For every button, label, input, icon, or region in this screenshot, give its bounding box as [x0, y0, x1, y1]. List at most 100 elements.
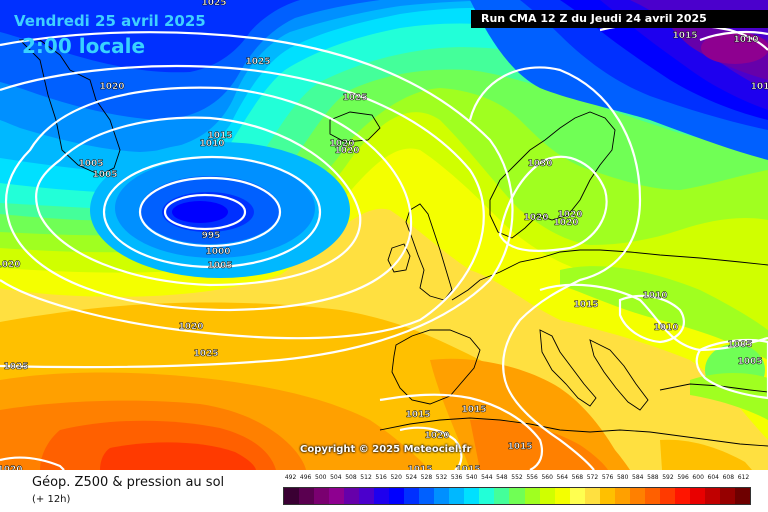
isobar-1020-south [0, 456, 65, 470]
isobar-label: 1025 [3, 362, 28, 372]
scale-swatch [479, 488, 495, 504]
scale-value: 560 [541, 474, 553, 481]
scale-value: 612 [737, 474, 750, 481]
isobar-1025 [0, 31, 514, 369]
ireland-coast [387, 243, 411, 273]
scale-swatch [374, 488, 390, 504]
scale-value: 528 [420, 474, 433, 481]
isobar-labels: 1025102510251020101510101005100510201020… [0, 0, 768, 470]
scale-swatch [674, 488, 690, 504]
isobar-1015-med [379, 393, 544, 470]
scale-swatch [569, 488, 585, 504]
isobar-label: 1015 [507, 442, 532, 452]
scale-value: 568 [571, 474, 584, 481]
field-band [0, 0, 300, 73]
scale-swatch [644, 488, 660, 504]
italy-coast [539, 329, 597, 407]
scale-swatch [389, 488, 405, 504]
isobar-1015 [5, 86, 413, 312]
scale-value: 584 [632, 474, 644, 481]
scale-swatch [554, 488, 570, 504]
isobar-label: 995 [202, 231, 221, 241]
isobar-label: 1015 [461, 405, 486, 415]
isobar-1020 [0, 64, 485, 340]
scale-value: 572 [586, 474, 599, 481]
scale-value: 580 [616, 474, 629, 481]
isobar-1020-med [399, 426, 463, 470]
scale-value: 512 [360, 474, 372, 481]
scale-value: 552 [511, 474, 523, 481]
isobar-label: 1010 [733, 35, 758, 45]
isobar-label: 1010 [642, 291, 667, 301]
scale-swatch [464, 488, 480, 504]
scandinavia-coast [489, 111, 616, 239]
isobar-label: 1005 [207, 261, 232, 271]
isobar-label: 1015 [407, 465, 432, 470]
isobar-1020-east [468, 66, 642, 470]
isobar-label: 1025 [193, 349, 218, 359]
isobar-label: 1005 [78, 159, 103, 169]
scale-swatch [299, 488, 315, 504]
africa-coast [379, 417, 768, 447]
scale-value: 588 [647, 474, 659, 481]
isobar-1010-east [618, 294, 685, 344]
scale-value: 604 [707, 474, 719, 481]
scale-value: 496 [299, 474, 312, 481]
field-band [660, 439, 752, 470]
scale-swatch [524, 488, 540, 504]
coastlines [18, 39, 768, 447]
scale-swatch [614, 488, 630, 504]
color-scale: 492 496 500 504 508 512 516 520 524 528 532 536 540 5… [283, 474, 751, 508]
scale-swatch [419, 488, 435, 504]
isobar-995 [163, 193, 247, 231]
balkans-coast [589, 339, 649, 411]
scale-swatch [599, 488, 615, 504]
scale-swatch [344, 488, 360, 504]
scale-value: 556 [526, 474, 538, 481]
isobar-label: 1020 [557, 210, 582, 220]
isobar-label: 1015 [405, 410, 430, 420]
isobar-label: 1025 [342, 93, 367, 103]
europe-coast [451, 249, 768, 301]
run-banner: Run CMA 12 Z du Jeudi 24 avril 2025 [471, 10, 768, 28]
legend-title: Géop. Z500 & pression au sol [32, 475, 225, 490]
scale-value: 504 [330, 474, 342, 481]
field-band [701, 32, 768, 64]
isobar-label: 1005 [92, 170, 117, 180]
scale-value: 548 [496, 474, 508, 481]
scale-swatch [719, 488, 735, 504]
field-band [620, 400, 768, 470]
isobar-label: 1020 [0, 465, 23, 470]
isobar-1005 [102, 155, 322, 269]
isobar-label: 1020 [0, 260, 21, 270]
isobar-label: 1015 [207, 131, 232, 141]
isobar-label: 1020 [553, 218, 578, 228]
isobar-label: 1005 [737, 357, 762, 367]
isobar-1010 [35, 116, 362, 287]
scale-swatch [659, 488, 675, 504]
scale-swatch [734, 488, 750, 504]
scale-swatch [434, 488, 450, 504]
isobar-1015-east [539, 283, 768, 352]
scale-value: 540 [465, 474, 478, 481]
legend-subtitle: (+ 12h) [32, 494, 71, 505]
copyright: Copyright © 2025 Meteociel.fr [300, 444, 472, 455]
isobar-1000 [138, 176, 282, 248]
scale-value: 608 [722, 474, 735, 481]
isobar-1005-east [695, 338, 768, 400]
scale-swatch [704, 488, 720, 504]
scale-swatch [689, 488, 705, 504]
field-band [470, 419, 608, 470]
scale-swatch [509, 488, 525, 504]
scale-value: 516 [375, 474, 387, 481]
scale-value: 544 [481, 474, 493, 481]
isobar-label: 1020 [178, 322, 203, 332]
scale-value: 564 [556, 474, 569, 481]
scale-value: 524 [405, 474, 418, 481]
isobar-label: 1000 [205, 247, 230, 257]
isobar-label: 1020 [424, 431, 449, 441]
isobar-label: 1020 [329, 139, 354, 149]
isobar-1030 [498, 155, 608, 253]
scale-swatch [329, 488, 345, 504]
